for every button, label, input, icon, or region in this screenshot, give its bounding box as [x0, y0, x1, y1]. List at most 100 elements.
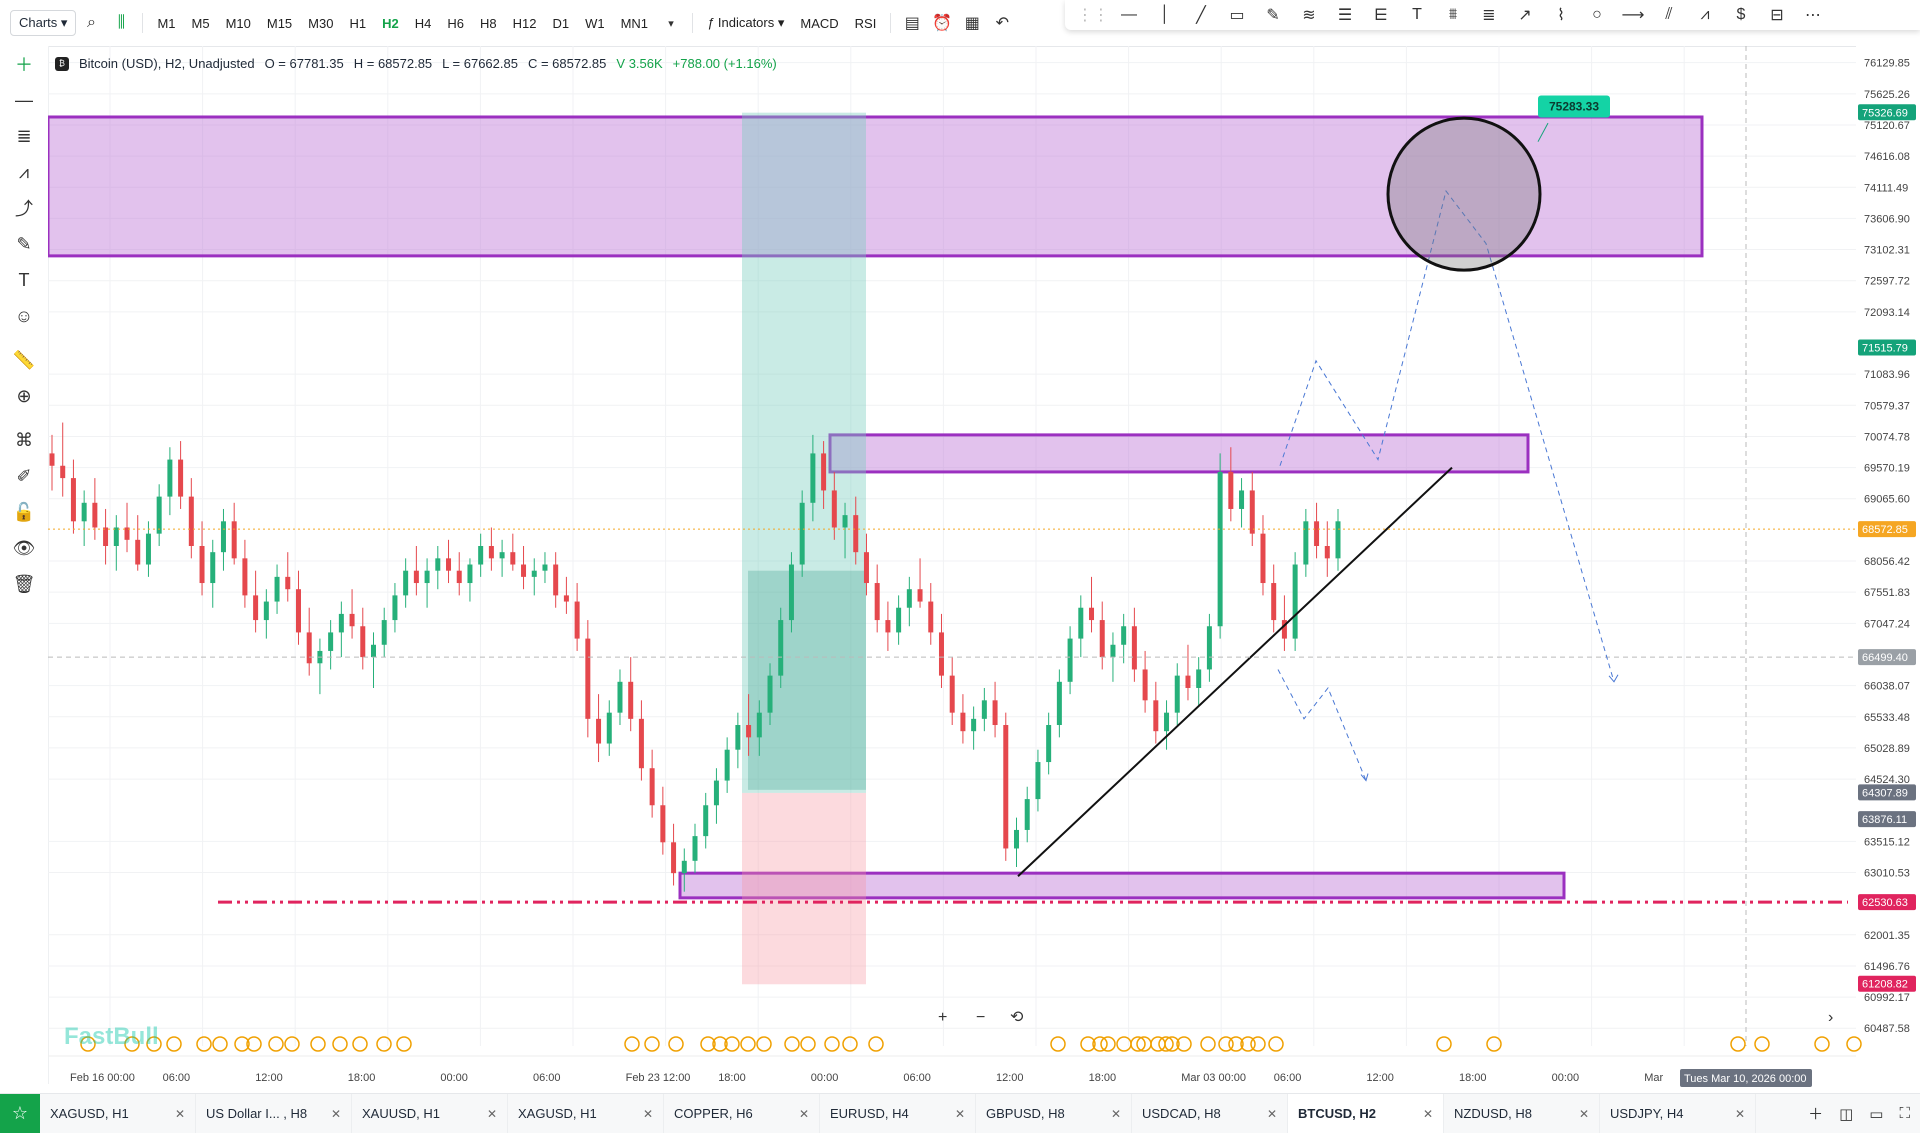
- projection-tool-icon[interactable]: ⤴: [15, 199, 33, 219]
- candle-body: [1292, 564, 1298, 639]
- crosshair-icon[interactable]: ＋: [15, 55, 33, 75]
- indicators-button[interactable]: ƒ Indicators ▾: [707, 15, 785, 30]
- candle-type-icon[interactable]: ⫼: [117, 14, 126, 31]
- pattern-icon[interactable]: ⩘: [1700, 6, 1710, 23]
- levels-icon[interactable]: ≣: [1482, 7, 1496, 24]
- close-tab-icon[interactable]: ✕: [486, 1106, 497, 1121]
- zoom-out-icon[interactable]: −: [976, 1009, 985, 1026]
- text-icon[interactable]: T: [1412, 6, 1422, 23]
- circle-icon[interactable]: ○: [1592, 6, 1602, 23]
- symbol-tab[interactable]: XAUUSD, H1 ✕: [352, 1094, 508, 1133]
- more-icon[interactable]: ⋯: [1805, 7, 1821, 24]
- close-tab-icon[interactable]: ✕: [1578, 1106, 1589, 1121]
- brush-icon[interactable]: ✎: [1266, 7, 1280, 24]
- pitchfork-icon[interactable]: ⩩: [1448, 6, 1458, 23]
- timeframe-d1[interactable]: D1: [552, 15, 570, 31]
- symbol-tab[interactable]: USDCAD, H8 ✕: [1132, 1094, 1288, 1133]
- reset-zoom-icon[interactable]: ⟲: [1010, 1009, 1024, 1026]
- minimize-icon[interactable]: ▭: [1869, 1105, 1884, 1123]
- symbol-tab[interactable]: XAGUSD, H1 ✕: [508, 1094, 664, 1133]
- trash-icon[interactable]: 🗑: [12, 573, 36, 594]
- text-tool-icon[interactable]: T: [18, 269, 30, 290]
- close-tab-icon[interactable]: ✕: [1422, 1106, 1433, 1121]
- charts-dropdown[interactable]: Charts ▾: [10, 10, 77, 36]
- fib-icon[interactable]: ≋: [1302, 7, 1316, 24]
- timeframe-h12[interactable]: H12: [512, 15, 537, 31]
- add-tab-icon[interactable]: ＋: [1808, 1106, 1824, 1123]
- timeframe-h2[interactable]: H2: [382, 15, 399, 31]
- symbol-tab[interactable]: BTCUSD, H2 ✕: [1288, 1094, 1444, 1133]
- timeframe-m30[interactable]: M30: [308, 15, 334, 31]
- projection-arrow: [1360, 773, 1369, 782]
- gann-icon[interactable]: ⋿: [1374, 7, 1388, 24]
- candle-body: [585, 638, 591, 719]
- rectangle-icon[interactable]: ▭: [1229, 7, 1245, 24]
- fib-tool-icon[interactable]: ≣: [16, 125, 32, 146]
- symbol-tab[interactable]: XAGUSD, H1 ✕: [40, 1094, 196, 1133]
- symbol-tab[interactable]: EURUSD, H4 ✕: [820, 1094, 976, 1133]
- line-tool-icon[interactable]: —: [15, 89, 33, 110]
- pattern-tool-icon[interactable]: ⩘: [18, 161, 30, 182]
- layout-icon[interactable]: ▤: [904, 15, 920, 32]
- candle-body: [617, 681, 623, 713]
- timeframe-h6[interactable]: H6: [447, 15, 464, 31]
- timeframe-h4[interactable]: H4: [414, 15, 432, 31]
- search-icon[interactable]: ⌕: [86, 14, 96, 31]
- channel-icon[interactable]: ☰: [1337, 7, 1353, 24]
- close-tab-icon[interactable]: ✕: [330, 1106, 341, 1121]
- price-chart[interactable]: 75283.33 76129.85 75625.26 75120.67 74616.08…: [48, 46, 1920, 1092]
- price-note-icon[interactable]: $: [1736, 6, 1746, 23]
- timeframe-h8[interactable]: H8: [479, 15, 497, 31]
- magnet-icon[interactable]: ⌘: [15, 429, 33, 450]
- drag-handle-icon[interactable]: ⋮⋮: [1077, 7, 1109, 24]
- close-tab-icon[interactable]: ✕: [1266, 1106, 1277, 1121]
- trend-line-icon[interactable]: ╱: [1196, 7, 1206, 24]
- vertical-line-icon[interactable]: │: [1160, 6, 1170, 23]
- timeframe-mn1[interactable]: MN1: [620, 15, 649, 31]
- timeframe-m15[interactable]: M15: [266, 15, 293, 31]
- timeframe-w1[interactable]: W1: [585, 15, 605, 31]
- macd-button[interactable]: MACD: [800, 15, 839, 31]
- path-icon[interactable]: ⌇: [1557, 7, 1565, 24]
- close-tab-icon[interactable]: ✕: [642, 1106, 653, 1121]
- zoom-in-icon[interactable]: ⊕: [16, 385, 32, 406]
- undo-icon[interactable]: ↶: [995, 15, 1010, 32]
- symbol-tab[interactable]: USDJPY, H4 ✕: [1600, 1094, 1756, 1133]
- split-layout-icon[interactable]: ◫: [1839, 1105, 1854, 1123]
- candle-body: [488, 546, 494, 559]
- alert-icon[interactable]: ⏰: [932, 15, 953, 32]
- arrow-icon[interactable]: ↗: [1518, 7, 1532, 24]
- parallel-icon[interactable]: ⫽: [1665, 6, 1673, 23]
- fullscreen-icon[interactable]: ⛶: [1899, 1105, 1910, 1122]
- close-tab-icon[interactable]: ✕: [1734, 1106, 1745, 1121]
- rsi-button[interactable]: RSI: [854, 15, 877, 31]
- candle-body: [145, 533, 151, 565]
- candle-body: [467, 564, 473, 584]
- ray-icon[interactable]: ⟶: [1621, 7, 1645, 24]
- timeframe-h1[interactable]: H1: [349, 15, 367, 31]
- close-tab-icon[interactable]: ✕: [954, 1106, 965, 1121]
- zoom-in-icon[interactable]: +: [938, 1009, 947, 1026]
- scroll-right-icon[interactable]: ›: [1828, 1009, 1833, 1026]
- symbol-tab[interactable]: COPPER, H6 ✕: [664, 1094, 820, 1133]
- horizontal-line-icon[interactable]: —: [1121, 6, 1137, 23]
- timeframe-m1[interactable]: M1: [157, 15, 176, 31]
- lock-icon[interactable]: 🔓: [12, 501, 36, 522]
- price-range-icon[interactable]: ⊟: [1770, 7, 1784, 24]
- brush-tool-icon[interactable]: ✎: [16, 233, 32, 254]
- close-tab-icon[interactable]: ✕: [174, 1106, 185, 1121]
- draw-mode-icon[interactable]: ✐: [16, 465, 32, 486]
- calendar-icon[interactable]: ▦: [964, 15, 980, 32]
- timeframe-m5[interactable]: M5: [191, 15, 210, 31]
- eye-icon[interactable]: 👁: [12, 537, 36, 558]
- close-tab-icon[interactable]: ✕: [1110, 1106, 1121, 1121]
- timeframe-m10[interactable]: M10: [225, 15, 251, 31]
- close-tab-icon[interactable]: ✕: [798, 1106, 809, 1121]
- symbol-tab[interactable]: GBPUSD, H8 ✕: [976, 1094, 1132, 1133]
- symbol-tab[interactable]: US Dollar I... , H8 ✕: [196, 1094, 352, 1133]
- ruler-icon[interactable]: 📏: [12, 349, 36, 370]
- symbol-tab[interactable]: NZDUSD, H8 ✕: [1444, 1094, 1600, 1133]
- emoji-tool-icon[interactable]: ☺: [14, 305, 34, 326]
- chevron-down-icon[interactable]: ▾: [668, 17, 674, 30]
- star-icon[interactable]: ☆: [0, 1094, 40, 1133]
